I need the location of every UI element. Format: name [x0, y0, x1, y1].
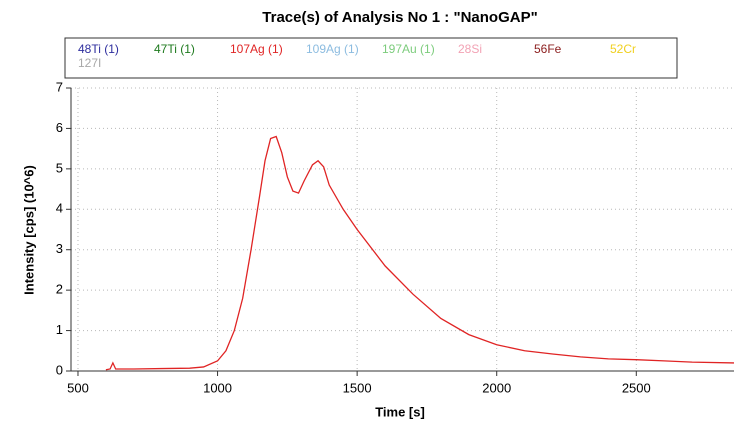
trace-line: [105, 135, 735, 371]
legend-entry: 52Cr: [610, 42, 636, 56]
y-tick-label: 7: [56, 79, 63, 94]
x-tick-label: 1500: [343, 380, 372, 395]
y-tick-label: 4: [56, 201, 63, 216]
legend-box: [64, 37, 678, 79]
y-tick-label: 2: [56, 282, 63, 297]
x-tick-label: 500: [67, 380, 89, 395]
y-tick-label: 0: [56, 362, 63, 377]
legend-entry: 28Si: [458, 42, 482, 56]
y-tick-label: 6: [56, 120, 63, 135]
legend-entry: 197Au (1): [382, 42, 435, 56]
x-tick-label: 2500: [622, 380, 651, 395]
x-tick-label: 2000: [482, 380, 511, 395]
x-axis-label: Time [s]: [375, 404, 425, 419]
y-axis-label: Intensity [cps] (10^6): [21, 165, 36, 295]
y-tick-label: 1: [56, 322, 63, 337]
chart-title: Trace(s) of Analysis No 1 : "NanoGAP": [262, 9, 537, 26]
x-tick-label: 1000: [203, 380, 232, 395]
legend-entry: 47Ti (1): [154, 42, 195, 56]
y-tick-label: 3: [56, 241, 63, 256]
legend-entry: 127I: [78, 56, 101, 70]
legend-entry: 56Fe: [534, 42, 562, 56]
legend-entry: 48Ti (1): [78, 42, 119, 56]
legend-entry: 109Ag (1): [306, 42, 359, 56]
y-tick-label: 5: [56, 160, 63, 175]
legend-entry: 107Ag (1): [230, 42, 283, 56]
